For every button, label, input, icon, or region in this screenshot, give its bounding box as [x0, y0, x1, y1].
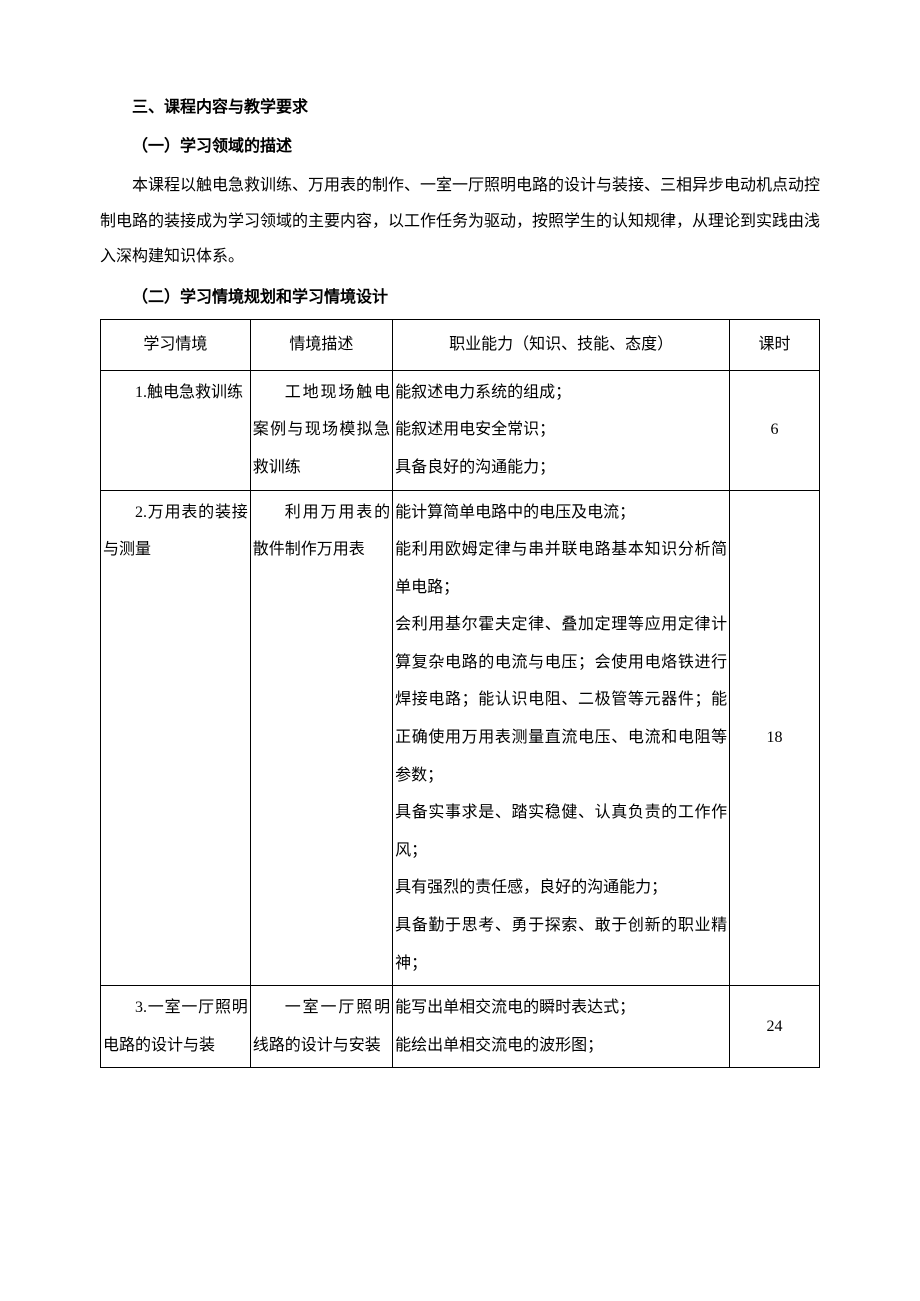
table-header-row: 学习情境 情境描述 职业能力（知识、技能、态度） 课时 — [101, 320, 820, 371]
cell-hours: 18 — [730, 490, 820, 986]
cell-description: 利用万用表的散件制作万用表 — [250, 490, 392, 986]
cell-situation: 2.万用表的装接与测量 — [101, 490, 251, 986]
cell-ability: 能写出单相交流电的瞬时表达式；能绘出单相交流电的波形图； — [393, 986, 730, 1068]
cell-ability: 能叙述电力系统的组成；能叙述用电安全常识；具备良好的沟通能力； — [393, 370, 730, 490]
col-description: 情境描述 — [250, 320, 392, 371]
table-row: 1.触电急救训练 工地现场触电案例与现场模拟急救训练 能叙述电力系统的组成；能叙… — [101, 370, 820, 490]
cell-description: 一室一厅照明线路的设计与安装 — [250, 986, 392, 1068]
cell-situation: 3.一室一厅照明电路的设计与装 — [101, 986, 251, 1068]
cell-ability: 能计算简单电路中的电压及电流；能利用欧姆定律与串并联电路基本知识分析简单电路；会… — [393, 490, 730, 986]
domain-paragraph: 本课程以触电急救训练、万用表的制作、一室一厅照明电路的设计与装接、三相异步电动机… — [100, 168, 820, 274]
subheading-1: （一）学习领域的描述 — [100, 129, 820, 164]
cell-situation: 1.触电急救训练 — [101, 370, 251, 490]
section-heading: 三、课程内容与教学要求 — [100, 90, 820, 125]
situations-table: 学习情境 情境描述 职业能力（知识、技能、态度） 课时 1.触电急救训练 工地现… — [100, 319, 820, 1068]
cell-hours: 6 — [730, 370, 820, 490]
subheading-2: （二）学习情境规划和学习情境设计 — [100, 280, 820, 315]
col-situation: 学习情境 — [101, 320, 251, 371]
col-ability: 职业能力（知识、技能、态度） — [393, 320, 730, 371]
cell-description: 工地现场触电案例与现场模拟急救训练 — [250, 370, 392, 490]
cell-hours: 24 — [730, 986, 820, 1068]
table-row: 3.一室一厅照明电路的设计与装 一室一厅照明线路的设计与安装 能写出单相交流电的… — [101, 986, 820, 1068]
col-hours: 课时 — [730, 320, 820, 371]
table-row: 2.万用表的装接与测量 利用万用表的散件制作万用表 能计算简单电路中的电压及电流… — [101, 490, 820, 986]
